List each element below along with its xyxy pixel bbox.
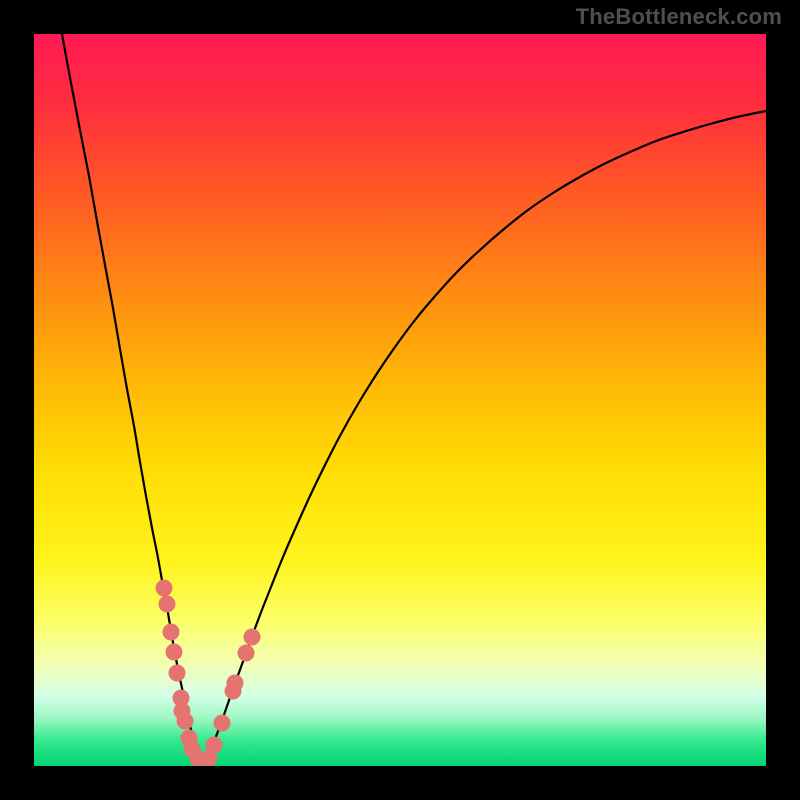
data-marker	[169, 665, 186, 682]
data-marker	[166, 644, 183, 661]
bottleneck-chart	[0, 0, 800, 800]
figure-root: TheBottleneck.com	[0, 0, 800, 800]
data-marker	[214, 715, 231, 732]
plot-background	[34, 34, 766, 766]
data-marker	[163, 624, 180, 641]
data-marker	[156, 580, 173, 597]
data-marker	[206, 737, 223, 754]
data-marker	[177, 713, 194, 730]
data-marker	[244, 629, 261, 646]
data-marker	[227, 675, 244, 692]
data-marker	[159, 596, 176, 613]
data-marker	[238, 645, 255, 662]
watermark-text: TheBottleneck.com	[576, 4, 782, 30]
